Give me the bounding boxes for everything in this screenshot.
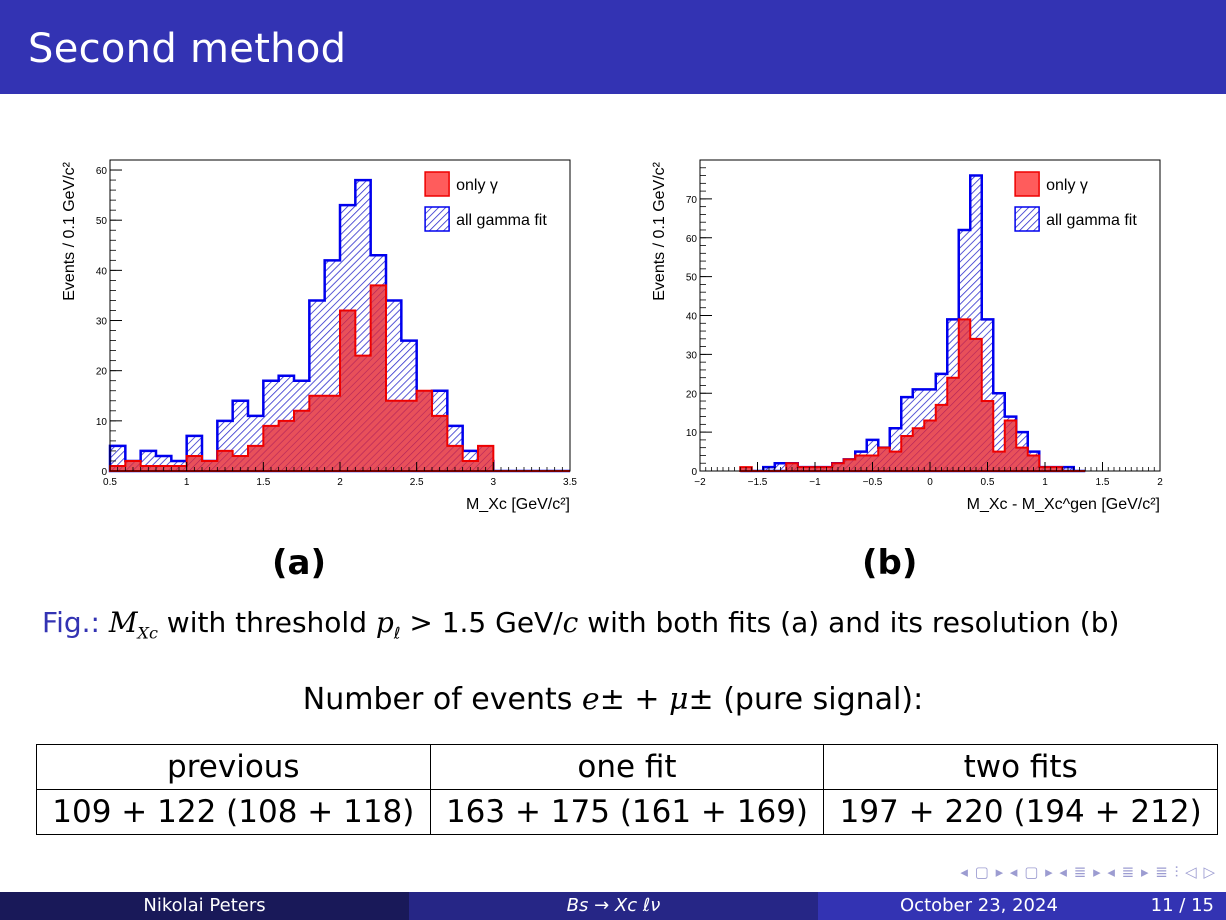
legend-label-all-gamma-fit: all gamma fit	[456, 212, 547, 229]
y-tick-label: 10	[686, 428, 698, 439]
y-tick-label: 30	[96, 317, 108, 328]
beamer-navigation-icons[interactable]: ◂ ▢ ▸ ◂ ▢ ▸ ◂ ≣ ▸ ◂ ≣ ▸ ≣ ⫶ ◁ ▷	[960, 863, 1216, 881]
cell-one-fit: 163 + 175 (161 + 169)	[429, 789, 825, 835]
footer-date: October 23, 2024	[900, 895, 1058, 916]
x-tick-label: −1	[809, 477, 821, 488]
y-tick-label: 30	[686, 350, 698, 361]
table-header-row: previous one fit two fits	[36, 744, 1218, 790]
x-tick-label: −2	[694, 477, 706, 488]
x-tick-label: 1.5	[256, 477, 270, 488]
y-tick-label: 70	[686, 195, 698, 206]
x-tick-label: 0.5	[103, 477, 117, 488]
x-tick-label: 1	[184, 477, 190, 488]
legend-label-only-gamma: only γ	[456, 177, 498, 194]
legend-swatch-all-gamma-fit	[424, 206, 450, 232]
y-axis-title: Events / 0.1 GeV/c²	[651, 161, 668, 300]
footer-bar: Nikolai Peters Bs → Xc ℓν October 23, 20…	[0, 892, 1226, 920]
cell-two-fits: 197 + 220 (194 + 212)	[823, 789, 1218, 835]
caption-sub: Xc	[137, 623, 158, 643]
footer-page: 11 / 15	[1150, 895, 1214, 916]
event-count-heading: Number of events e± + μ± (pure signal):	[0, 682, 1226, 717]
table-row: 109 + 122 (108 + 118) 163 + 175 (161 + 1…	[36, 789, 1218, 835]
count-pre: Number of events	[302, 682, 582, 717]
x-tick-label: −1.5	[748, 477, 768, 488]
footer-author: Nikolai Peters	[0, 892, 409, 920]
legend-label-only-gamma: only γ	[1046, 177, 1088, 194]
title-bar: Second method	[0, 0, 1226, 94]
x-axis-title: M_Xc [GeV/c²]	[466, 496, 570, 513]
caption-c: c	[562, 606, 579, 639]
count-mid: ± +	[599, 682, 670, 717]
event-count-table: previous one fit two fits 109 + 122 (108…	[36, 744, 1218, 835]
y-tick-label: 10	[96, 417, 108, 428]
y-tick-label: 40	[686, 312, 698, 323]
y-axis-title: Events / 0.1 GeV/c²	[61, 161, 78, 300]
legend-swatch-only-gamma	[424, 171, 450, 197]
y-tick-label: 60	[686, 234, 698, 245]
legend-label-all-gamma-fit: all gamma fit	[1046, 212, 1137, 229]
caption-prefix: Fig.:	[42, 606, 100, 639]
caption-p: p	[375, 606, 394, 639]
header-one-fit: one fit	[429, 744, 825, 790]
y-tick-label: 50	[96, 216, 108, 227]
footer-topic: Bs → Xc ℓν	[409, 892, 818, 920]
count-e: e	[581, 682, 600, 717]
caption-tail: with both fits (a) and its resolution (b…	[578, 606, 1120, 639]
y-tick-label: 50	[686, 273, 698, 284]
y-tick-label: 20	[686, 389, 698, 400]
histogram-b-svg: −2 −1.5 −1 −0.5 0 0.5 1 1.5 2010203040506070M_Xc…	[651, 159, 1163, 513]
footer-right: October 23, 2024 11 / 15	[818, 892, 1226, 920]
count-tail: ± (pure signal):	[688, 682, 924, 717]
panel-label-a: (a)	[272, 543, 327, 583]
legend-swatch-all-gamma-fit	[1014, 206, 1040, 232]
x-tick-label: 2	[1157, 477, 1163, 488]
x-tick-label: 3	[491, 477, 497, 488]
cell-previous: 109 + 122 (108 + 118)	[36, 789, 431, 835]
x-tick-label: 1.5	[1096, 477, 1110, 488]
y-tick-label: 60	[96, 166, 108, 177]
histogram-a: 0.5 1 1.5 2 2.5 3 3.5 0 10 20 30 40 50 60 M_Xc [GeV/c²…	[50, 150, 590, 530]
count-mu: μ	[669, 682, 689, 717]
x-tick-label: 0.5	[981, 477, 995, 488]
x-axis-title: M_Xc - M_Xc^gen [GeV/c²]	[967, 496, 1160, 513]
x-tick-label: 2.5	[410, 477, 424, 488]
histogram-b: −2 −1.5 −1 −0.5 0 0.5 1 1.5 2 0 10 20 30 40 50 60 70 M_Xc…	[640, 150, 1180, 530]
y-tick-label: 0	[101, 467, 107, 478]
x-tick-label: 2	[337, 477, 343, 488]
header-previous: previous	[36, 744, 431, 790]
panel-label-b: (b)	[862, 543, 918, 583]
histogram-a-svg: 0.5 1 1.5 2 2.5 3 3.5 0 10 20 30 40 50 60 M_Xc [GeV/c²…	[61, 159, 577, 513]
caption-mid2: > 1.5 GeV/	[400, 606, 563, 639]
x-tick-label: 0	[927, 477, 933, 488]
y-tick-label: 40	[96, 266, 108, 277]
caption-var: M	[108, 606, 138, 639]
x-tick-label: −0.5	[863, 477, 883, 488]
figure-caption: Fig.: MXc with threshold pℓ > 1.5 GeV/c …	[42, 606, 1119, 643]
series-only-gamma	[109, 284, 570, 472]
header-two-fits: two fits	[823, 744, 1218, 790]
y-tick-label: 20	[96, 367, 108, 378]
y-tick-label: 0	[691, 467, 697, 478]
x-tick-label: 3.5	[563, 477, 577, 488]
caption-mid1: with threshold	[157, 606, 376, 639]
x-tick-label: 1	[1042, 477, 1048, 488]
slide-title: Second method	[28, 26, 347, 72]
legend-swatch-only-gamma	[1014, 171, 1040, 197]
caption-sub2: ℓ	[393, 623, 401, 643]
